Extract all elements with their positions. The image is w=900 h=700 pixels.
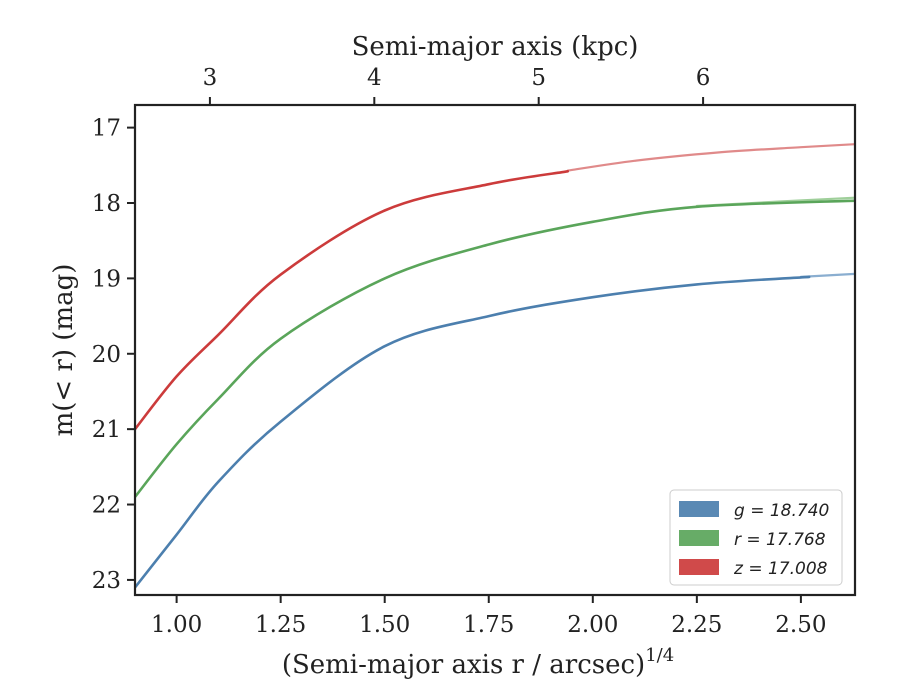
plot-frame — [133, 103, 857, 597]
x-tick-label-0: 1.00 — [151, 612, 202, 638]
ticks: 1.00 1.25 1.50 1.75 2.00 2.25 2.50 17 18 19 20 21 22… — [92, 65, 827, 638]
top-axis-title: Semi-major axis (kpc) — [352, 32, 639, 62]
x-tick-label-3: 1.75 — [463, 612, 514, 638]
x-axis-title-text: (Semi-major axis r / arcsec) — [282, 650, 645, 680]
legend-swatch-2 — [679, 559, 719, 575]
legend: g = 18.740 r = 17.768 z = 17.008 — [669, 489, 843, 586]
y-tick-label-0: 17 — [92, 116, 121, 142]
y-tick-label-3: 20 — [92, 342, 121, 368]
top-tick-label-2: 5 — [531, 65, 546, 91]
top-tick-label-0: 3 — [203, 65, 218, 91]
x-axis-title-exponent: 1/4 — [645, 645, 674, 666]
x-tick-label-4: 2.00 — [567, 612, 618, 638]
legend-swatch-1 — [679, 530, 719, 546]
plot-content — [135, 143, 855, 589]
series-line-2 — [135, 170, 570, 431]
x-axis-title: (Semi-major axis r / arcsec)1/4 — [282, 645, 674, 680]
x-tick-label-6: 2.50 — [775, 612, 826, 638]
x-tick-label-2: 1.50 — [359, 612, 410, 638]
top-tick-label-1: 4 — [367, 65, 382, 91]
x-tick-label-5: 2.25 — [671, 612, 722, 638]
legend-label-0: g = 18.740 — [734, 501, 829, 521]
series-line-0 — [135, 275, 811, 589]
legend-items: g = 18.740 r = 17.768 z = 17.008 — [679, 501, 829, 579]
y-axis-title: m(< r) (mag) — [49, 264, 79, 437]
y-tick-label-2: 19 — [92, 266, 121, 292]
series-line-1 — [135, 199, 855, 499]
legend-label-1: r = 17.768 — [734, 530, 826, 550]
faint-series-line-2 — [566, 143, 855, 172]
y-tick-label-1: 18 — [92, 191, 121, 217]
y-tick-label-4: 21 — [92, 417, 121, 443]
x-tick-label-1: 1.25 — [255, 612, 306, 638]
legend-swatch-0 — [679, 501, 719, 517]
y-tick-label-6: 23 — [92, 568, 121, 594]
series-lines — [135, 143, 855, 589]
legend-label-2: z = 17.008 — [733, 559, 828, 579]
y-tick-label-5: 22 — [92, 493, 121, 519]
top-tick-label-3: 6 — [696, 65, 711, 91]
